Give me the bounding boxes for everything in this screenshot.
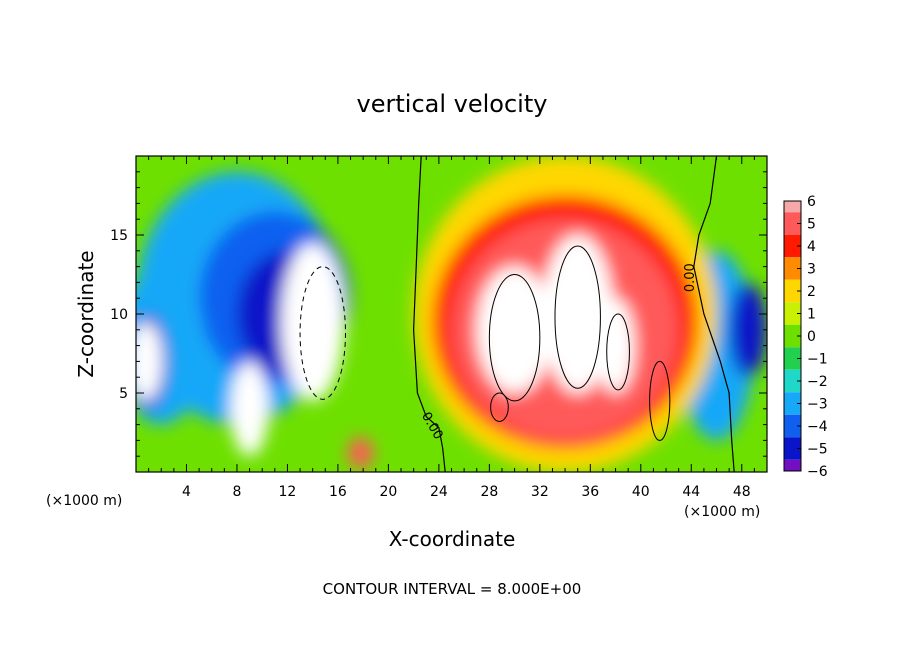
x-tick-label: 44 xyxy=(682,484,700,500)
colorbar-tick-label: −3 xyxy=(807,397,828,413)
y-axis: 5 10 15 xyxy=(110,171,767,457)
negative-contour-line xyxy=(299,266,346,400)
contour-value-label: 0.00 xyxy=(683,263,698,292)
colorbar-tick-label: −6 xyxy=(807,464,828,480)
x-axis: 4 8 12 16 20 24 28 32 36 40 44 48 xyxy=(148,156,755,500)
colorbar: 6 5 4 3 2 1 0 −1 −2 −3 −4 −5 −6 xyxy=(783,194,828,480)
contour-interval-note: CONTOUR INTERVAL = 8.000E+00 xyxy=(323,580,582,598)
x-unit-label-right: (×1000 m) xyxy=(684,504,760,520)
positive-contour-line xyxy=(649,360,671,441)
x-tick-label: 16 xyxy=(329,484,347,500)
y-tick-label: 15 xyxy=(110,228,128,244)
colorbar-tick-label: 2 xyxy=(807,284,816,300)
contour-fill-region xyxy=(281,242,345,401)
colorbar-swatch xyxy=(784,279,801,303)
x-tick-label: 4 xyxy=(182,484,191,500)
y-axis-label: Z-coordinate xyxy=(74,250,98,377)
x-unit-label-left: (×1000 m) xyxy=(46,493,122,509)
colorbar-tick-label: −2 xyxy=(807,374,828,390)
x-tick-label: 40 xyxy=(632,484,650,500)
contour-fill-group xyxy=(136,156,767,472)
contour-fill-region xyxy=(729,282,767,378)
positive-contour-line xyxy=(488,274,541,402)
zero-contour-line xyxy=(412,156,446,472)
colorbar-tick-label: 4 xyxy=(807,239,816,255)
colorbar-swatch xyxy=(784,302,801,325)
colorbar-tick-label: 6 xyxy=(807,194,816,210)
colorbar-swatch xyxy=(784,347,801,370)
x-tick-label: 20 xyxy=(379,484,397,500)
colorbar-swatch xyxy=(784,234,801,258)
colorbar-swatch xyxy=(784,437,801,460)
x-tick-label: 12 xyxy=(279,484,297,500)
x-tick-label: 48 xyxy=(733,484,751,500)
contour-fill-region xyxy=(542,235,614,393)
contour-fill-region xyxy=(230,361,269,457)
colorbar-swatch xyxy=(784,201,801,213)
y-tick-label: 10 xyxy=(110,307,128,323)
plot-area xyxy=(136,156,767,472)
x-tick-label: 28 xyxy=(480,484,498,500)
colorbar-swatch xyxy=(784,212,801,235)
colorbar-tick-label: 1 xyxy=(807,307,816,323)
contour-fill-region xyxy=(136,321,163,401)
colorbar-tick-label: −5 xyxy=(807,442,828,458)
colorbar-swatch xyxy=(784,414,801,438)
positive-contour-line xyxy=(606,313,630,391)
contour-line-group xyxy=(299,156,735,472)
colorbar-tick-label: 3 xyxy=(807,262,816,278)
colorbar-tick-label: 5 xyxy=(807,217,816,233)
x-tick-label: 32 xyxy=(531,484,549,500)
colorbar-swatch xyxy=(784,459,801,471)
contour-fill-region xyxy=(348,437,374,469)
chart-title: vertical velocity xyxy=(357,90,548,118)
y-tick-label: 5 xyxy=(119,386,128,402)
x-tick-label: 8 xyxy=(232,484,241,500)
zero-contour-line xyxy=(693,156,735,472)
colorbar-swatch xyxy=(784,369,801,393)
x-tick-label: 24 xyxy=(430,484,448,500)
colorbar-tick-label: −1 xyxy=(807,352,828,368)
x-tick-label: 36 xyxy=(581,484,599,500)
colorbar-swatch xyxy=(784,257,801,280)
positive-contour-line xyxy=(490,392,509,422)
colorbar-tick-label: −4 xyxy=(807,419,828,435)
x-axis-label: X-coordinate xyxy=(389,527,516,551)
colorbar-swatch xyxy=(784,324,801,348)
colorbar-swatch xyxy=(784,392,801,415)
positive-contour-line xyxy=(554,245,601,389)
colorbar-tick-label: 0 xyxy=(807,329,816,345)
contour-fill-region xyxy=(476,266,553,393)
